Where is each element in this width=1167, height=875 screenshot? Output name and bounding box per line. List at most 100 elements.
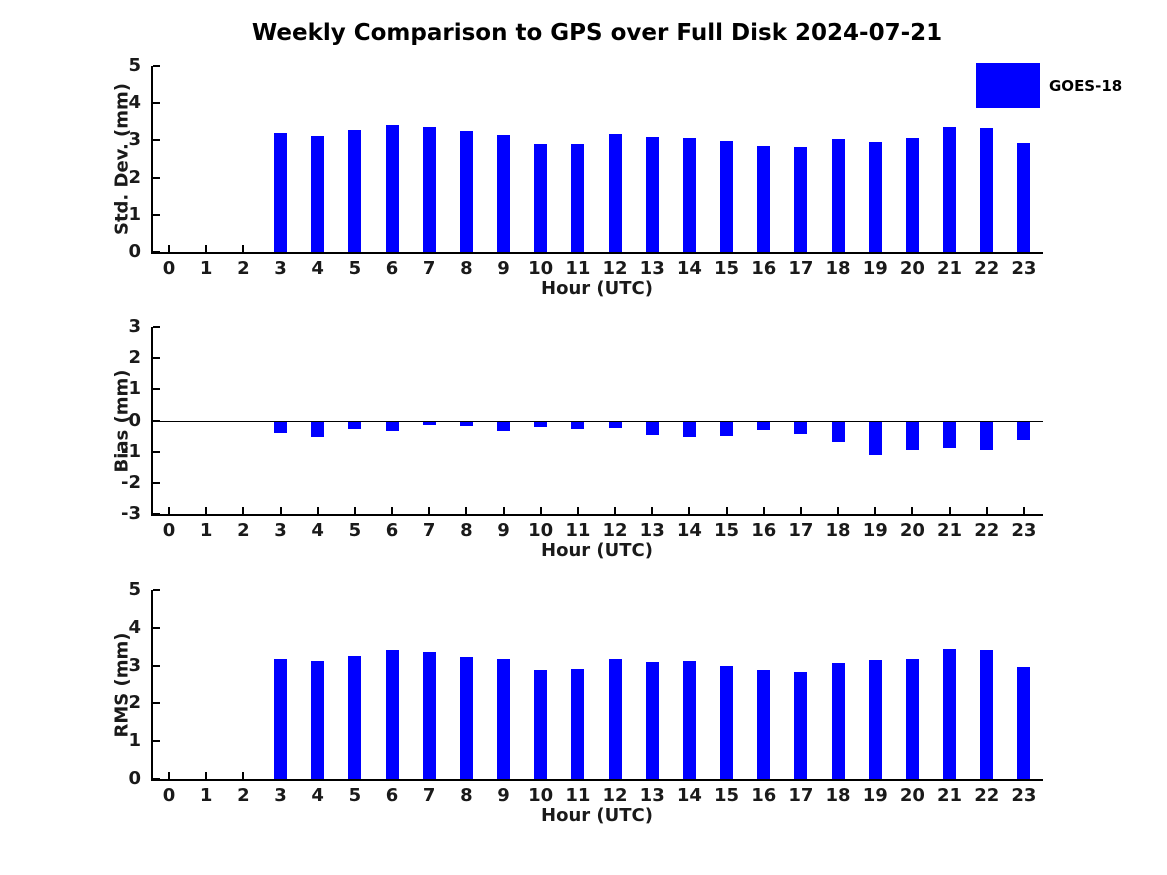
subplot-bias-xtick [465, 507, 468, 514]
bar-bias-h15 [720, 421, 734, 437]
bar-stddev-h18 [831, 138, 845, 252]
bar-bias-h22 [980, 421, 994, 451]
subplot-bias-ytick-label: 1 [128, 378, 141, 400]
subplot-stddev-xtick-label: 19 [862, 258, 888, 279]
subplot-rms-xtick [205, 772, 208, 779]
bar-rms-h18 [831, 662, 845, 779]
subplot-stddev-ytick [153, 251, 160, 253]
subplot-rms-xtick-label: 10 [528, 785, 554, 806]
subplot-bias-xtick-label: 14 [676, 520, 702, 541]
bar-stddev-h8 [459, 130, 473, 252]
subplot-stddev-xtick-label: 7 [422, 258, 436, 279]
subplot-rms-xtick-label: 1 [199, 785, 213, 806]
bar-rms-h4 [311, 660, 325, 779]
subplot-stddev-xtick-label: 9 [497, 258, 510, 279]
bar-stddev-h17 [794, 147, 808, 252]
subplot-bias-xtick [168, 507, 170, 514]
subplot-stddev-ytick [153, 102, 160, 105]
bar-bias-h14 [682, 421, 696, 438]
subplot-stddev-ytick-label: 5 [128, 55, 141, 76]
subplot-bias-xtick [391, 507, 394, 514]
subplot-bias-xtick-label: 4 [311, 520, 324, 541]
subplot-bias-xtick-label: 16 [751, 520, 777, 541]
bar-rms-h3 [274, 659, 287, 779]
subplot-stddev-xtick-label: 21 [937, 258, 963, 279]
subplot-rms-xtick-label: 17 [788, 785, 814, 806]
subplot-bias-xtick [911, 507, 914, 514]
subplot-bias-xtick [502, 507, 505, 514]
subplot-stddev-xtick-label: 2 [237, 258, 250, 279]
bar-bias-h11 [571, 421, 585, 430]
subplot-rms-ytick [153, 589, 160, 591]
bar-stddev-h15 [720, 141, 734, 252]
subplot-stddev-left-spine [151, 66, 153, 254]
subplot-rms-xtick-label: 21 [937, 785, 963, 806]
bar-stddev-h10 [534, 144, 548, 252]
subplot-bias-xtick-label: 10 [528, 520, 554, 541]
subplot-bias-xtick-label: 0 [162, 520, 176, 541]
subplot-stddev-xtick-label: 16 [751, 258, 777, 279]
subplot-rms-xtick-label: 22 [974, 785, 1000, 806]
subplot-stddev-xtick-label: 3 [274, 258, 287, 279]
bar-rms-h20 [905, 658, 919, 779]
subplot-bias-xtick-label: 15 [714, 520, 740, 541]
bar-bias-h3 [274, 421, 287, 433]
subplot-rms-xtick-label: 16 [751, 785, 777, 806]
bar-rms-h5 [348, 655, 362, 779]
subplot-rms-xtick-label: 0 [162, 785, 176, 806]
subplot-stddev-xtick [168, 245, 170, 252]
subplot-stddev-xtick-label: 23 [1011, 258, 1037, 279]
subplot-stddev-xtick-label: 14 [676, 258, 702, 279]
chart-title: Weekly Comparison to GPS over Full Disk … [251, 20, 943, 46]
bar-rms-h10 [534, 669, 548, 779]
subplot-rms-xlabel: Hour (UTC) [541, 805, 653, 826]
subplot-bias-xtick-label: 1 [199, 520, 213, 541]
subplot-bias-ytick-label: 2 [128, 347, 141, 369]
subplot-bias-zero-line [151, 420, 1043, 422]
subplot-bias-xlabel: Hour (UTC) [541, 540, 653, 561]
bar-bias-h4 [311, 421, 325, 437]
bar-stddev-h5 [348, 129, 362, 252]
bar-stddev-h6 [385, 124, 399, 252]
subplot-bias-xtick [874, 507, 877, 514]
subplot-rms-ytick [153, 740, 160, 743]
subplot-bias-xtick-label: 8 [460, 520, 473, 541]
bar-stddev-h9 [497, 134, 511, 252]
bar-stddev-h14 [682, 137, 696, 252]
subplot-bias-xtick-label: 23 [1011, 520, 1037, 541]
legend: GOES-18 [976, 63, 1122, 108]
bar-bias-h17 [794, 421, 808, 434]
bar-rms-h17 [794, 671, 808, 779]
subplot-stddev-xtick-label: 18 [825, 258, 851, 279]
subplot-bias-xtick-label: 13 [639, 520, 665, 541]
subplot-bias-xtick-label: 22 [974, 520, 1000, 541]
subplot-stddev-xtick-label: 8 [460, 258, 473, 279]
subplot-rms-xtick-label: 4 [311, 785, 324, 806]
subplot-rms-xtick-label: 3 [274, 785, 287, 806]
subplot-rms-ytick-label: 5 [128, 579, 141, 600]
bar-stddev-h4 [311, 136, 325, 252]
subplot-rms-xtick-label: 2 [237, 785, 250, 806]
subplot-bias-xtick-label: 20 [899, 520, 925, 541]
subplot-bias-xtick-label: 2 [237, 520, 250, 541]
subplot-rms-xtick-label: 11 [565, 785, 591, 806]
subplot-rms-xtick-label: 18 [825, 785, 851, 806]
subplot-stddev-xtick-label: 6 [385, 258, 399, 279]
subplot-bias-xtick [948, 507, 951, 514]
bar-rms-h13 [645, 661, 659, 779]
subplot-stddev-ytick [153, 213, 160, 216]
subplot-rms-ytick-label: 0 [128, 768, 141, 789]
bar-bias-h9 [497, 421, 511, 432]
subplot-rms-xtick [242, 772, 245, 779]
subplot-bias-ytick-label: 0 [128, 409, 141, 431]
subplot-stddev-xlabel: Hour (UTC) [541, 278, 653, 299]
subplot-rms-xtick-label: 7 [422, 785, 436, 806]
bar-stddev-h3 [274, 133, 287, 252]
bar-bias-h16 [757, 421, 771, 431]
subplot-rms-ytick [153, 626, 160, 629]
subplot-bias-ytick-label: 3 [128, 316, 141, 337]
bar-stddev-h13 [645, 137, 659, 252]
bar-stddev-h11 [571, 144, 585, 252]
bar-stddev-h20 [905, 138, 919, 252]
